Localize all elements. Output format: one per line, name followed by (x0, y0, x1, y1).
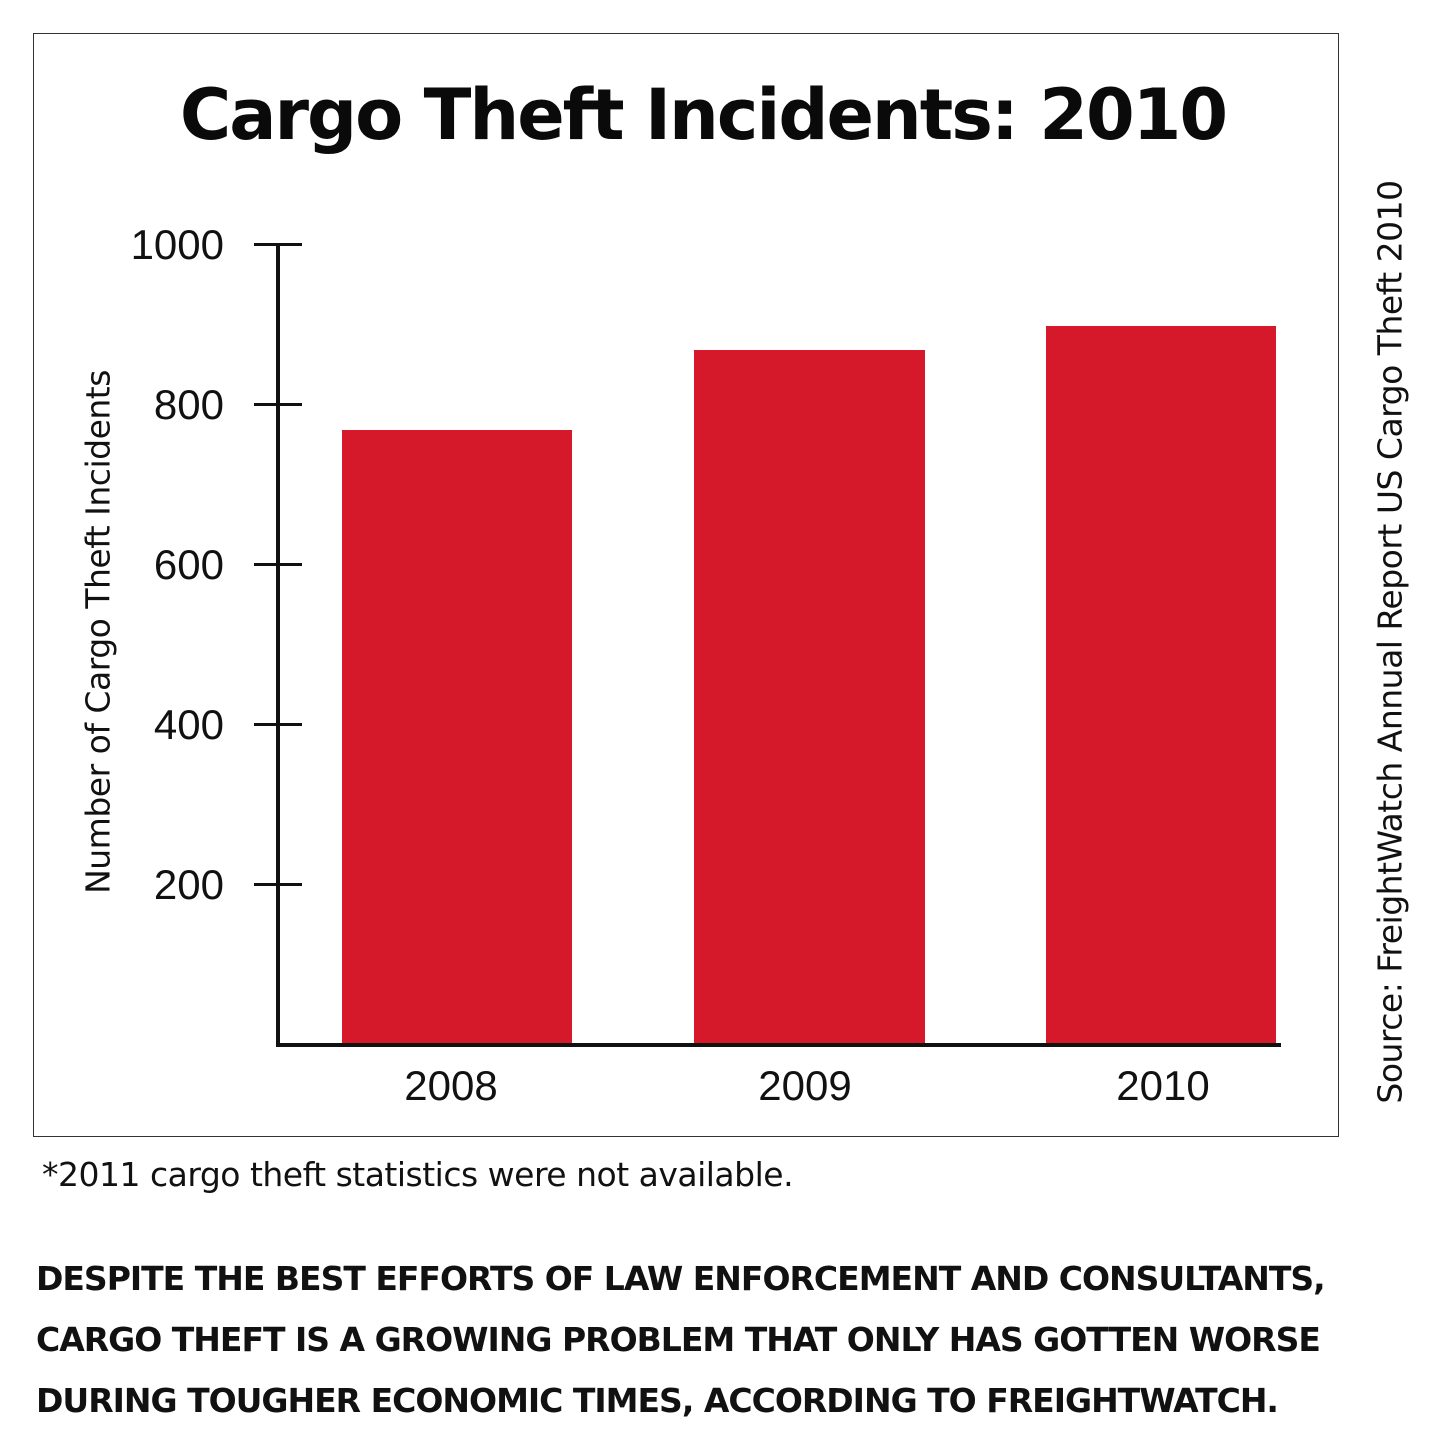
caption-line: DESPITE THE BEST EFFORTS OF LAW ENFORCEM… (36, 1259, 1326, 1298)
chart-title: Cargo Theft Incidents: 2010 (179, 74, 1228, 156)
x-axis-line (276, 1043, 1281, 1047)
chart-frame (33, 33, 1339, 1137)
x-tick-label: 2010 (1116, 1062, 1210, 1109)
caption-line: DURING TOUGHER ECONOMIC TIMES, ACCORDING… (36, 1381, 1279, 1420)
bar-2010 (1046, 325, 1276, 1044)
y-tick-label: 1000 (130, 221, 224, 268)
y-tick-200 (254, 883, 302, 886)
y-axis-title: Number of Cargo Theft Incidents (78, 370, 118, 894)
bar-2009 (694, 350, 925, 1044)
y-tick-label: 600 (153, 541, 224, 588)
bar-2008 (342, 429, 572, 1044)
y-tick-label: 800 (153, 381, 224, 428)
y-tick-1000 (254, 243, 302, 246)
footnote: *2011 cargo theft statistics were not av… (42, 1155, 794, 1194)
source-note: Source: FreightWatch Annual Report US Ca… (1370, 180, 1410, 1104)
y-tick-600 (254, 563, 302, 566)
y-tick-label: 200 (153, 861, 224, 908)
y-tick-label: 400 (153, 701, 224, 748)
y-tick-400 (254, 723, 302, 726)
y-axis-line (276, 244, 280, 1047)
caption: DESPITE THE BEST EFFORTS OF LAW ENFORCEM… (36, 1248, 1376, 1431)
x-tick-label: 2008 (404, 1062, 498, 1109)
y-tick-800 (254, 403, 302, 406)
x-tick-label: 2009 (758, 1062, 852, 1109)
caption-line: CARGO THEFT IS A GROWING PROBLEM THAT ON… (36, 1320, 1321, 1359)
